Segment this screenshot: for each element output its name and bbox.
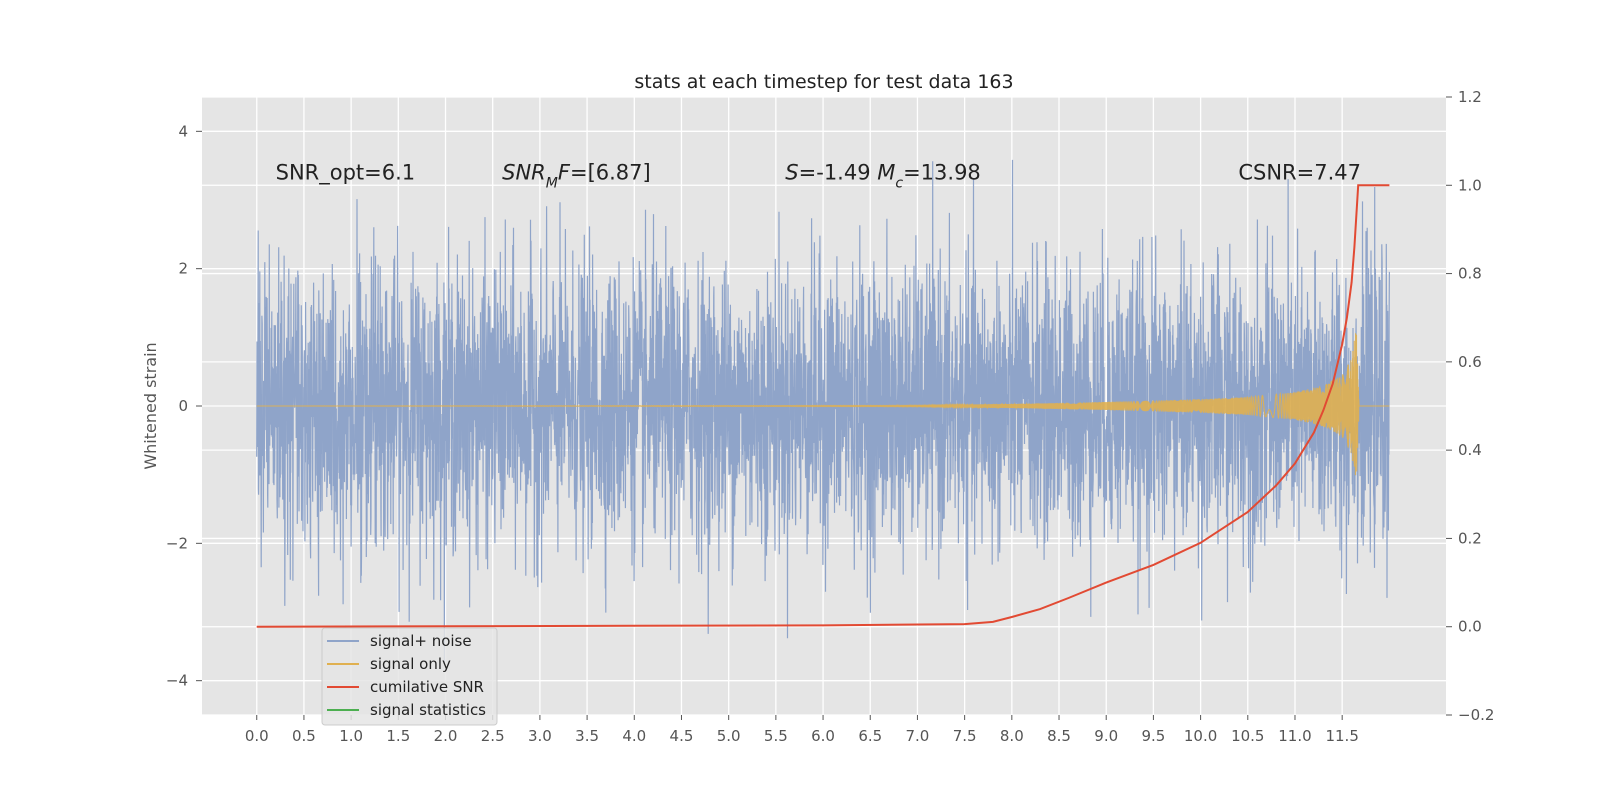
y2-tick-label: 0.8 [1458, 265, 1482, 283]
x-tick-label: 2.5 [481, 727, 505, 745]
y2-tick-label: 0.2 [1458, 529, 1482, 547]
x-tick-label: 3.5 [575, 727, 599, 745]
x-tick-label: 6.0 [811, 727, 835, 745]
y-tick-label: 2 [178, 260, 188, 278]
annotation: SNR_opt=6.1 [276, 160, 416, 185]
series-cumulative-snr [256, 184, 1390, 628]
x-tick-label: 4.0 [622, 727, 646, 745]
x-tick-label: 5.0 [717, 727, 741, 745]
x-tick-label: 7.0 [906, 727, 930, 745]
y-axis-left: −4 −2 0 2 4 [166, 122, 202, 690]
y-axis-label: Whitened strain [141, 342, 160, 469]
x-tick-label: 10.5 [1231, 727, 1264, 745]
legend-label: cumilative SNR [370, 678, 484, 696]
annotation: CSNR=7.47 [1238, 160, 1361, 184]
x-tick-label: 2.0 [434, 727, 458, 745]
legend-box [321, 627, 498, 726]
legend-label: signal+ noise [370, 632, 472, 650]
x-tick-label: 8.5 [1047, 727, 1071, 745]
x-tick-label: 7.5 [953, 727, 977, 745]
y-tick-label: 0 [178, 397, 188, 415]
x-tick-label: 6.5 [858, 727, 882, 745]
y2-tick-label: 0.6 [1458, 353, 1482, 371]
x-tick-label: 0.0 [245, 727, 269, 745]
series-signal-plus-noise [256, 159, 1390, 665]
x-tick-label: 5.5 [764, 727, 788, 745]
x-tick-label: 9.5 [1141, 727, 1165, 745]
chart-title: stats at each timestep for test data 163 [634, 71, 1013, 93]
y2-tick-label: 0.0 [1458, 618, 1482, 636]
y-tick-label: −4 [166, 672, 188, 690]
x-tick-label: 0.5 [292, 727, 316, 745]
series-signal-only [256, 333, 1390, 476]
y-tick-label: 4 [178, 122, 188, 140]
x-tick-label: 1.0 [339, 727, 363, 745]
legend-label: signal only [370, 655, 451, 673]
signal-line [256, 333, 1390, 476]
y2-tick-label: 1.2 [1458, 88, 1482, 106]
x-tick-label: 8.0 [1000, 727, 1024, 745]
x-tick-label: 9.0 [1094, 727, 1118, 745]
x-tick-label: 4.5 [670, 727, 694, 745]
legend: signal+ noise signal only cumilative SNR si… [321, 627, 498, 726]
y-axis-right: −0.2 0.0 0.2 0.4 0.6 0.8 1.0 1.2 [1446, 88, 1494, 724]
x-tick-label: 3.0 [528, 727, 552, 745]
x-axis: 0.0 0.5 1.0 1.5 2.0 2.5 3.0 3.5 4.0 4.5 5.0 5.5 6.0 6… [245, 715, 1359, 745]
y2-tick-label: 0.4 [1458, 441, 1482, 459]
csnr-line [256, 184, 1390, 628]
y2-tick-label: −0.2 [1458, 706, 1494, 724]
x-tick-label: 1.5 [386, 727, 410, 745]
noise-line [256, 159, 1390, 665]
legend-label: signal statistics [370, 701, 486, 719]
y2-tick-label: 1.0 [1458, 176, 1482, 194]
x-tick-label: 10.0 [1184, 727, 1217, 745]
x-tick-label: 11.0 [1278, 727, 1311, 745]
y-tick-label: −2 [166, 534, 188, 552]
x-tick-label: 11.5 [1325, 727, 1358, 745]
